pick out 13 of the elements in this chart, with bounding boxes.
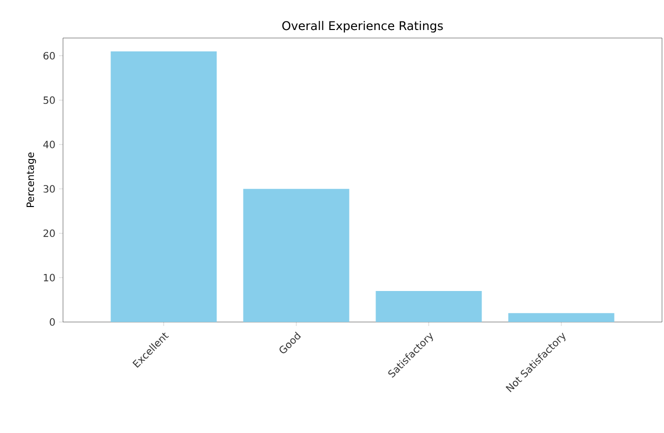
bar — [110, 51, 217, 322]
y-tick-label: 10 — [44, 274, 55, 282]
chart-title: Overall Experience Ratings — [282, 20, 443, 33]
bar — [376, 290, 482, 322]
y-axis-title: Percentage — [26, 152, 36, 208]
y-tick-label: 50 — [44, 96, 55, 104]
bar — [508, 313, 614, 322]
y-tick-label: 0 — [50, 318, 55, 326]
y-tick-label: 30 — [44, 185, 55, 193]
y-tick-label: 60 — [44, 52, 55, 60]
y-tick-label: 40 — [43, 140, 55, 148]
bar — [243, 188, 350, 322]
y-tick-label: 20 — [44, 229, 55, 238]
